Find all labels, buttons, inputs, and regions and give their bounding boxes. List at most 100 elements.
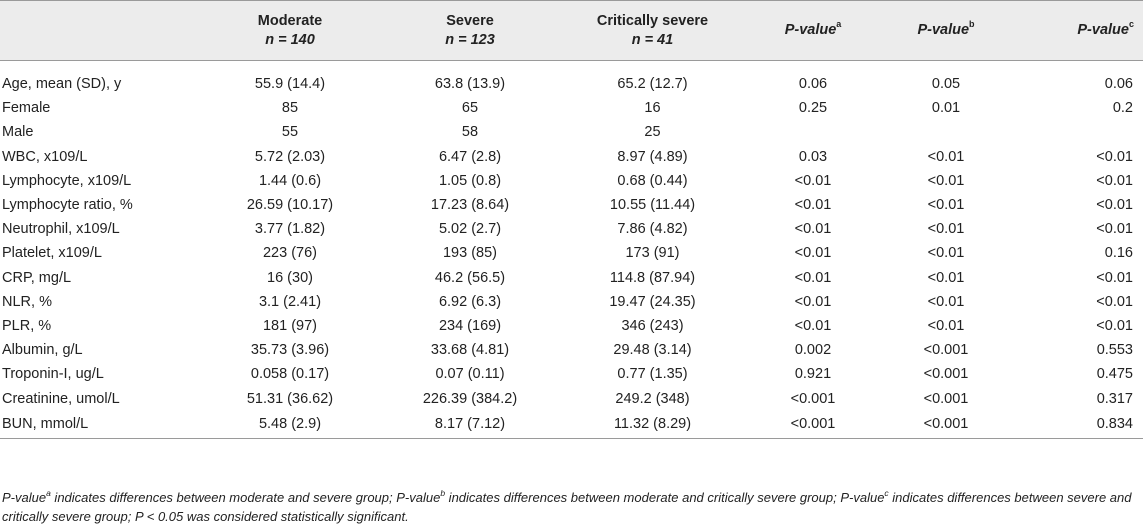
cell-severe: 46.2 (56.5): [434, 269, 506, 286]
cell-severe: 0.07 (0.11): [435, 366, 505, 383]
cell-label: PLR, %: [2, 317, 52, 334]
cell-critical: 19.47 (24.35): [609, 293, 696, 310]
cell-pvalue-c: <0.01: [1096, 269, 1133, 286]
cell-pvalue-b: <0.01: [927, 197, 965, 214]
table-row: CRP, mg/L 16 (30) 46.2 (56.5) 114.8 (87.94)…: [0, 266, 1143, 290]
cell-moderate: 0.058 (0.17): [250, 366, 330, 383]
cell-pvalue-a: 0.25: [798, 100, 828, 117]
cell-pvalue-b: 0.05: [931, 76, 961, 93]
header-severe-title: Severe: [446, 12, 494, 29]
header-pvalue-c-sup: c: [1128, 19, 1134, 30]
cell-pvalue-c: <0.01: [1096, 221, 1133, 238]
cell-severe: 6.47 (2.8): [438, 148, 502, 165]
cell-critical: 0.77 (1.35): [617, 366, 688, 383]
table-row: Platelet, x109/L 223 (76) 193 (85) 173 (91)…: [0, 241, 1143, 265]
table-row: Female 85 65 16 0.25 0.01 0.2: [0, 96, 1143, 120]
footnote-significance: P < 0.05 was considered statistically si…: [134, 509, 409, 524]
cell-label: Female: [2, 100, 51, 117]
cell-pvalue-b: <0.001: [923, 366, 969, 383]
cell-critical: 8.97 (4.89): [617, 148, 688, 165]
cell-label: Age, mean (SD), y: [2, 76, 122, 93]
cell-pvalue-c: <0.01: [1096, 197, 1133, 214]
cell-label: NLR, %: [2, 293, 52, 310]
table-row: WBC, x109/L 5.72 (2.03) 6.47 (2.8) 8.97 (4.…: [0, 145, 1143, 169]
cell-pvalue-a: <0.01: [794, 293, 832, 310]
cell-pvalue-c: <0.01: [1096, 172, 1133, 189]
cell-pvalue-a: <0.01: [794, 221, 832, 238]
cell-pvalue-a: 0.03: [798, 148, 828, 165]
cell-moderate: 5.72 (2.03): [254, 148, 326, 165]
table-row: Age, mean (SD), y 55.9 (14.4) 63.8 (13.9) 6…: [0, 72, 1143, 96]
cell-critical: 173 (91): [625, 245, 680, 262]
header-pvalue-b: P-valueb: [881, 0, 1011, 61]
cell-label: Lymphocyte ratio, %: [2, 197, 133, 214]
cell-pvalue-c: 0.475: [1096, 366, 1133, 383]
cell-pvalue-b: <0.01: [927, 245, 965, 262]
cell-pvalue-c: [1011, 120, 1143, 144]
cell-pvalue-c: 0.834: [1011, 410, 1143, 439]
cell-pvalue-c: 0.2: [1112, 100, 1133, 117]
cell-moderate: 35.73 (3.96): [250, 342, 330, 359]
header-empty-cell: [0, 0, 200, 61]
cell-label: Albumin, g/L: [2, 342, 83, 359]
cell-pvalue-b: <0.001: [881, 410, 1011, 439]
cell-critical: 249.2 (348): [615, 390, 690, 407]
header-moderate-title: Moderate: [257, 12, 323, 29]
cell-critical: 29.48 (3.14): [613, 342, 692, 359]
cell-pvalue-c: 0.16: [1104, 245, 1133, 262]
table-row: BUN, mmol/L 5.48 (2.9) 8.17 (7.12) 11.32 (8…: [0, 410, 1143, 439]
cell-moderate: 1.44 (0.6): [258, 172, 322, 189]
footnote-p2-label: P-value: [396, 490, 441, 505]
footnote-p3-label: P-value: [840, 490, 885, 505]
header-pvalue-c-label: P-value: [1077, 22, 1129, 38]
header-pvalue-a: P-valuea: [745, 0, 881, 61]
cell-pvalue-a: [745, 120, 881, 144]
footnote-p2-text: indicates differences between moderate a…: [445, 490, 841, 505]
cell-label: Neutrophil, x109/L: [2, 221, 120, 238]
header-critical-n: n = 41: [631, 31, 674, 48]
cell-severe: 193 (85): [442, 245, 497, 262]
header-critical: Critically severe n = 41: [560, 0, 745, 61]
cell-critical: 11.32 (8.29): [560, 410, 745, 439]
cell-severe: 58: [461, 124, 479, 141]
footnote-p3-sup: c: [884, 487, 889, 498]
cell-pvalue-b: <0.01: [927, 172, 965, 189]
header-critical-title: Critically severe: [596, 12, 709, 29]
cell-moderate: 26.59 (10.17): [246, 197, 334, 214]
cell-severe: 234 (169): [438, 317, 502, 334]
cell-pvalue-a: 0.002: [794, 342, 832, 359]
table-row: Neutrophil, x109/L 3.77 (1.82) 5.02 (2.7) 7…: [0, 217, 1143, 241]
footnote-p3-text: indicates differences between severe and…: [2, 490, 1132, 524]
table-footnote: P-valuea indicates differences between m…: [2, 488, 1142, 526]
cell-severe: 226.39 (384.2): [422, 390, 518, 407]
cell-pvalue-b: <0.01: [927, 317, 965, 334]
cell-pvalue-a: <0.001: [790, 390, 836, 407]
spacer-cell: [0, 61, 1143, 73]
header-pvalue-b-label: P-value: [917, 22, 970, 38]
header-moderate: Moderate n = 140: [200, 0, 380, 61]
cell-pvalue-a: 0.921: [794, 366, 832, 383]
cell-pvalue-a: <0.001: [745, 410, 881, 439]
cell-pvalue-a: <0.01: [794, 269, 832, 286]
header-pvalue-c: P-valuec: [1011, 0, 1143, 61]
header-pvalue-b-sup: b: [969, 19, 975, 30]
cell-moderate: 3.77 (1.82): [254, 221, 326, 238]
cell-severe: 65: [461, 100, 479, 117]
cell-critical: 0.68 (0.44): [617, 172, 688, 189]
cell-pvalue-b: <0.001: [923, 342, 969, 359]
cell-critical: 10.55 (11.44): [609, 197, 696, 214]
cell-critical: 65.2 (12.7): [617, 76, 688, 93]
cell-critical: 16: [644, 100, 661, 117]
cell-severe: 63.8 (13.9): [434, 76, 506, 93]
cell-severe: 17.23 (8.64): [430, 197, 510, 214]
cell-pvalue-c: 0.553: [1096, 342, 1133, 359]
cell-severe: 6.92 (6.3): [438, 293, 502, 310]
cell-moderate: 3.1 (2.41): [258, 293, 322, 310]
cell-moderate: 85: [281, 100, 299, 117]
cell-pvalue-c: 0.06: [1104, 76, 1133, 93]
cell-critical: 346 (243): [621, 317, 684, 334]
cell-severe: 8.17 (7.12): [380, 410, 560, 439]
cell-moderate: 5.48 (2.9): [200, 410, 380, 439]
cell-critical: 25: [644, 124, 661, 141]
